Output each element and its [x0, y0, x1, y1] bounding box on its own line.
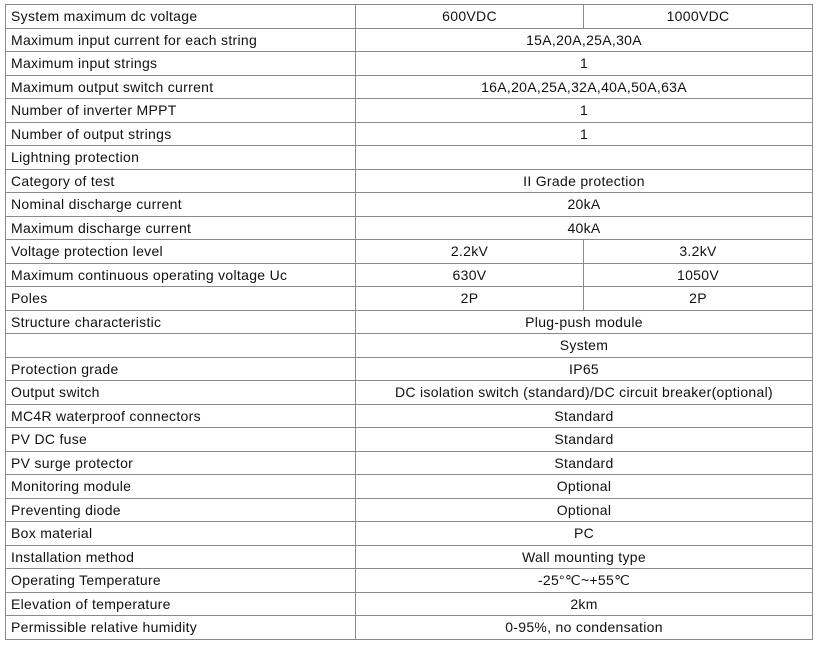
row-label: Maximum discharge current — [5, 215, 356, 240]
row-label: Preventing diode — [5, 497, 356, 522]
table-row: Maximum output switch current 16A,20A,25A… — [5, 74, 813, 99]
row-value: 2km — [355, 591, 813, 616]
row-label: PV DC fuse — [5, 427, 356, 452]
row-value: Wall mounting type — [355, 544, 813, 569]
table-row: Maximum input current for each string 15A… — [5, 27, 813, 52]
row-label: PV surge protector — [5, 450, 356, 475]
row-value: II Grade protection — [355, 168, 813, 193]
row-value: 15A,20A,25A,30A — [355, 27, 813, 52]
table-row: Elevation of temperature 2km — [5, 591, 813, 616]
row-label: MC4R waterproof connectors — [5, 403, 356, 428]
row-label: Structure characteristic — [5, 309, 356, 334]
table-body: System maximum dc voltage 600VDC 1000VDC Ma… — [5, 4, 813, 640]
row-value: 20kA — [355, 192, 813, 217]
table-row: Number of inverter MPPT 1 — [5, 98, 813, 123]
row-label: System maximum dc voltage — [5, 4, 356, 29]
table-row: Operating Temperature -25°℃~+55℃ — [5, 568, 813, 593]
row-value — [355, 145, 813, 170]
row-value: Standard — [355, 427, 813, 452]
row-value: 1 — [355, 98, 813, 123]
row-value: 1050V — [583, 262, 813, 287]
table-row: Maximum discharge current 40kA — [5, 215, 813, 240]
row-label: Maximum continuous operating voltage Uc — [5, 262, 356, 287]
row-label: Voltage protection level — [5, 239, 356, 264]
table-row: Structure characteristic Plug-push module — [5, 309, 813, 334]
row-label: Installation method — [5, 544, 356, 569]
row-value: 1 — [355, 51, 813, 76]
row-label: Maximum input strings — [5, 51, 356, 76]
row-label: Nominal discharge current — [5, 192, 356, 217]
row-value: 2.2kV — [355, 239, 584, 264]
row-label: Poles — [5, 286, 356, 311]
row-label: Permissible relative humidity — [5, 615, 356, 640]
row-label: Maximum input current for each string — [5, 27, 356, 52]
row-label — [5, 333, 356, 358]
row-value: IP65 — [355, 356, 813, 381]
row-value: 3.2kV — [583, 239, 813, 264]
table-row: Voltage protection level 2.2kV 3.2kV — [5, 239, 813, 264]
table-row: Preventing diode Optional — [5, 497, 813, 522]
table-row: Monitoring module Optional — [5, 474, 813, 499]
row-label: Operating Temperature — [5, 568, 356, 593]
table-row: Output switch DC isolation switch (standa… — [5, 380, 813, 405]
table-row: PV DC fuse Standard — [5, 427, 813, 452]
row-value: PC — [355, 521, 813, 546]
row-label: Protection grade — [5, 356, 356, 381]
row-value: 1 — [355, 121, 813, 146]
table-row: Category of test II Grade protection — [5, 168, 813, 193]
table-row: Box material PC — [5, 521, 813, 546]
row-label: Category of test — [5, 168, 356, 193]
row-value: Standard — [355, 450, 813, 475]
table-row: System — [5, 333, 813, 358]
table-row: Number of output strings 1 — [5, 121, 813, 146]
table-row: System maximum dc voltage 600VDC 1000VDC — [5, 4, 813, 29]
row-value: 0-95%, no condensation — [355, 615, 813, 640]
row-value: -25°℃~+55℃ — [355, 568, 813, 593]
table-row: Lightning protection — [5, 145, 813, 170]
row-value: 40kA — [355, 215, 813, 240]
row-value: Optional — [355, 474, 813, 499]
table-row: Installation method Wall mounting type — [5, 544, 813, 569]
row-label: Maximum output switch current — [5, 74, 356, 99]
row-value: 1000VDC — [583, 4, 813, 29]
row-label: Number of output strings — [5, 121, 356, 146]
row-label: Lightning protection — [5, 145, 356, 170]
row-label: Elevation of temperature — [5, 591, 356, 616]
row-value: 600VDC — [355, 4, 584, 29]
table-row: Poles 2P 2P — [5, 286, 813, 311]
table-row: Nominal discharge current 20kA — [5, 192, 813, 217]
row-value: DC isolation switch (standard)/DC circui… — [355, 380, 813, 405]
table-row: Maximum continuous operating voltage Uc 6… — [5, 262, 813, 287]
table-row: PV surge protector Standard — [5, 450, 813, 475]
row-value: Optional — [355, 497, 813, 522]
row-value: System — [355, 333, 813, 358]
table-row: Protection grade IP65 — [5, 356, 813, 381]
row-label: Output switch — [5, 380, 356, 405]
row-value: 16A,20A,25A,32A,40A,50A,63A — [355, 74, 813, 99]
row-label: Monitoring module — [5, 474, 356, 499]
row-value: 2P — [583, 286, 813, 311]
row-label: Number of inverter MPPT — [5, 98, 356, 123]
row-value: 630V — [355, 262, 584, 287]
table-row: Maximum input strings 1 — [5, 51, 813, 76]
table-row: Permissible relative humidity 0-95%, no c… — [5, 615, 813, 640]
table-row: MC4R waterproof connectors Standard — [5, 403, 813, 428]
row-value: 2P — [355, 286, 584, 311]
row-value: Plug-push module — [355, 309, 813, 334]
row-value: Standard — [355, 403, 813, 428]
row-label: Box material — [5, 521, 356, 546]
spec-table: System maximum dc voltage 600VDC 1000VDC Ma… — [5, 4, 813, 640]
